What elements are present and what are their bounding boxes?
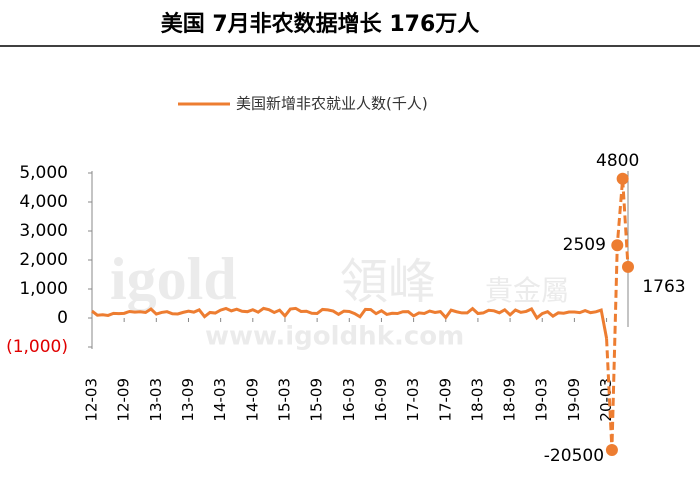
x-tick-label: 18-03	[468, 378, 486, 422]
series-line	[91, 306, 609, 339]
data-label: 1763	[642, 277, 685, 297]
x-tick-label: 17-09	[436, 378, 454, 422]
x-tick-label: 15-03	[275, 378, 293, 422]
data-point	[611, 239, 624, 252]
x-tick-label: 16-03	[340, 378, 358, 422]
data-label: 4800	[596, 151, 639, 171]
x-tick-label: 14-09	[243, 378, 261, 422]
x-tick-label: 14-03	[211, 378, 229, 422]
x-tick-label: 12-09	[115, 378, 133, 422]
data-point	[616, 172, 629, 185]
x-tick-label: 18-09	[501, 378, 519, 422]
y-tick-label: 2,000	[19, 250, 68, 270]
data-point	[622, 260, 634, 273]
y-tick-label: 4,000	[19, 192, 68, 212]
y-tick-label: 1,000	[19, 279, 68, 299]
x-tick-label: 12-03	[83, 378, 101, 422]
watermark: 貴金屬	[485, 274, 569, 307]
x-tick-label: 19-09	[565, 378, 583, 422]
x-tick-label: 16-09	[372, 378, 390, 422]
y-tick-label: (1,000)	[6, 337, 68, 357]
y-tick-label: 0	[57, 308, 68, 328]
x-tick-label: 13-09	[179, 378, 197, 422]
data-point	[605, 444, 618, 456]
y-tick-label: 5,000	[19, 163, 68, 183]
legend-label: 美国新增非农就业人数(千人)	[236, 95, 428, 113]
x-tick-label: 13-03	[147, 378, 165, 422]
x-tick-label: 15-09	[308, 378, 326, 422]
x-tick-label: 17-03	[404, 378, 422, 422]
chart-title: 美国 7月非农数据增长 176万人	[161, 11, 480, 37]
data-label: 2509	[563, 235, 606, 255]
watermark: www.igoldhk.com	[205, 322, 464, 352]
watermark: igold	[110, 246, 237, 312]
x-tick-label: 19-03	[533, 378, 551, 422]
watermark: 領峰	[340, 254, 436, 310]
data-label: -20500	[544, 446, 604, 466]
y-tick-label: 3,000	[19, 221, 68, 241]
